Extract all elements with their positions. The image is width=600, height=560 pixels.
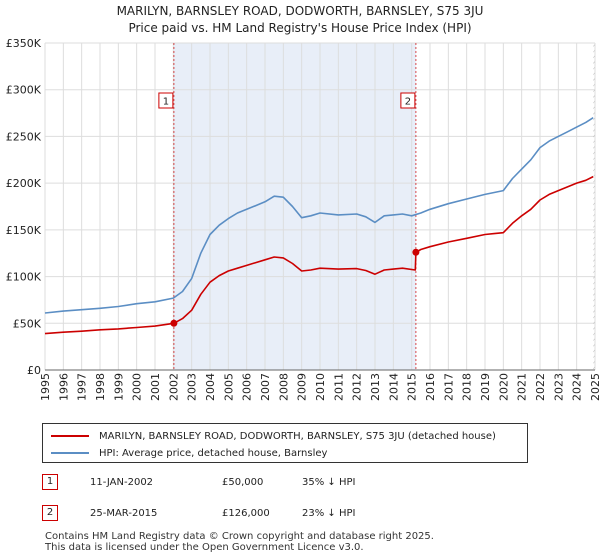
x-tick-label: 2010 [314, 373, 327, 401]
x-tick-label: 2018 [461, 373, 474, 401]
y-tick-label: £100K [6, 271, 42, 284]
future-hatch [593, 43, 595, 370]
x-tick-label: 2002 [167, 373, 180, 401]
transaction-hpi-diff: 35% ↓ HPI [302, 477, 356, 488]
transaction-date: 25-MAR-2015 [90, 508, 158, 519]
transaction-hpi-diff: 23% ↓ HPI [302, 508, 356, 519]
y-tick-label: £50K [13, 317, 42, 330]
shaded-period [173, 43, 416, 370]
x-tick-label: 2024 [571, 373, 584, 401]
legend-item-hpi: HPI: Average price, detached house, Barn… [51, 445, 327, 461]
marker-label-box [400, 92, 416, 109]
footer-licence: This data is licensed under the Open Gov… [45, 542, 364, 553]
property-price-line [44, 175, 594, 335]
x-tick-label: 2025 [589, 373, 600, 401]
x-tick-label: 2012 [351, 373, 364, 401]
x-tick-label: 2007 [259, 373, 272, 401]
x-tick-label: 2017 [442, 373, 455, 401]
x-tick-label: 2015 [406, 373, 419, 401]
x-tick-label: 2023 [552, 373, 565, 401]
y-tick-label: £250K [6, 130, 42, 143]
chart-title: MARILYN, BARNSLEY ROAD, DODWORTH, BARNSL… [116, 4, 484, 18]
marker-label: 2 [405, 97, 411, 108]
legend-item-property: MARILYN, BARNSLEY ROAD, DODWORTH, BARNSL… [51, 428, 496, 444]
x-tick-label: 1995 [39, 373, 52, 401]
hpi-line [44, 117, 594, 314]
x-tick-label: 2022 [534, 373, 547, 401]
transaction-marker-badge: 1 [42, 474, 58, 490]
y-tick-label: £350K [6, 37, 42, 50]
x-tick-label: 2019 [479, 373, 492, 401]
chart-legend: MARILYN, BARNSLEY ROAD, DODWORTH, BARNSL… [42, 423, 528, 463]
x-tick-label: 2006 [241, 373, 254, 401]
transaction-marker-badge: 2 [42, 505, 58, 521]
marker-label-box [158, 92, 174, 109]
x-tick-label: 2011 [332, 373, 345, 401]
y-tick-label: £150K [6, 224, 42, 237]
x-tick-label: 2001 [149, 373, 162, 401]
x-tick-label: 2020 [497, 373, 510, 401]
x-tick-label: 2009 [296, 373, 309, 401]
sale-point [412, 248, 420, 256]
x-tick-label: 2021 [516, 373, 529, 401]
legend-label-hpi: HPI: Average price, detached house, Barn… [99, 447, 328, 459]
x-tick-label: 2013 [369, 373, 382, 401]
chart-canvas: 1 2 £0 £50K £100K £150K £200K £250K £300K £350K 19… [6, 37, 600, 401]
transaction-price: £126,000 [222, 508, 270, 519]
x-tick-label: 1998 [94, 373, 107, 401]
x-tick-label: 2014 [387, 373, 400, 401]
transaction-date: 11-JAN-2002 [90, 477, 154, 488]
y-tick-label: £300K [6, 84, 42, 97]
y-tick-label: £200K [6, 177, 42, 190]
x-tick-label: 1996 [57, 373, 70, 401]
x-tick-label: 2008 [277, 373, 290, 401]
transaction-price: £50,000 [222, 477, 264, 488]
y-tick-label: £0 [27, 364, 41, 377]
x-tick-label: 1999 [112, 373, 125, 401]
marker-label: 1 [163, 97, 169, 108]
x-tick-label: 2004 [204, 373, 217, 401]
x-tick-label: 2003 [186, 373, 199, 401]
x-tick-label: 2016 [424, 373, 437, 401]
legend-swatch-hpi [51, 452, 89, 454]
x-tick-label: 2000 [131, 373, 144, 401]
x-tick-label: 2005 [222, 373, 235, 401]
footer-copyright: Contains HM Land Registry data © Crown c… [45, 531, 434, 542]
legend-swatch-property [51, 435, 89, 437]
legend-label-property: MARILYN, BARNSLEY ROAD, DODWORTH, BARNSL… [99, 430, 496, 442]
sale-point [170, 319, 178, 327]
chart-subtitle: Price paid vs. HM Land Registry's House … [128, 21, 472, 35]
x-tick-label: 1997 [76, 373, 89, 401]
